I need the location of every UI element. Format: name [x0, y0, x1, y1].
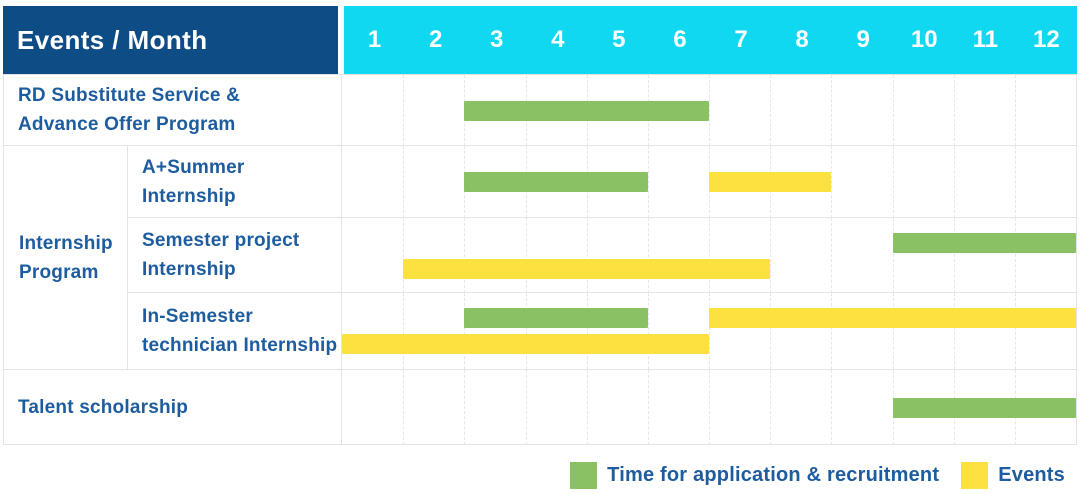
month-gridline [892, 75, 894, 146]
month-header-cell: 5 [612, 26, 626, 53]
month-gridline [709, 75, 710, 146]
row-group: Internship Program A+Summer Internship Sem… [4, 146, 1076, 370]
month-gridline [1014, 218, 1016, 293]
month-header-cell: 4 [551, 26, 565, 53]
corner-header-events-month: Events / Month [3, 6, 338, 74]
row-label: RD Substitute Service & Advance Offer Pr… [4, 75, 342, 145]
month-header-cell: 2 [428, 26, 443, 53]
row-label: In-Semester technician Internship [128, 293, 342, 369]
month-gridline [586, 370, 588, 445]
month-gridline [892, 293, 894, 369]
chart-area [342, 293, 1076, 369]
chart-area [342, 75, 1076, 146]
month-gridline [403, 146, 405, 218]
application-bar [892, 397, 1076, 418]
month-gridline [953, 146, 955, 218]
table-row: Talent scholarship [4, 370, 1076, 445]
month-gridline [831, 370, 833, 445]
month-gridline [770, 75, 772, 146]
application-bar [464, 308, 648, 328]
month-header-cell: 3 [490, 26, 504, 53]
month-gridline [831, 218, 833, 293]
month-gridline [586, 218, 588, 293]
month-gridline [770, 218, 772, 293]
events-bar [709, 172, 832, 192]
month-gridline [831, 293, 833, 369]
row-label: Semester project Internship [128, 218, 342, 292]
month-gridline [464, 370, 466, 445]
legend: Time for application & recruitment Event… [3, 462, 1077, 489]
month-gridline [709, 370, 710, 445]
month-gridline [953, 293, 955, 369]
month-header-cell: 8 [795, 26, 809, 53]
month-gridline [1014, 293, 1016, 369]
application-legend-label: Time for application & recruitment [607, 464, 940, 486]
month-gridline [647, 293, 649, 369]
month-gridline [709, 218, 710, 293]
month-header: 1 2 3 4 5 6 7 8 9 10 11 12 [344, 6, 1077, 74]
events-bar [709, 308, 1076, 328]
row-label: Talent scholarship [4, 370, 342, 444]
table-header-row: Events / Month 1 2 3 4 5 6 7 8 9 10 11 12 [3, 6, 1077, 74]
month-gridline [953, 218, 955, 293]
group-label: Internship Program [4, 146, 128, 369]
month-gridline [831, 75, 833, 146]
events-legend-label: Events [998, 464, 1065, 486]
month-gridline [770, 293, 772, 369]
month-header-cell: 6 [673, 26, 687, 53]
application-bar [892, 233, 1076, 253]
month-gridline [525, 218, 527, 293]
gantt-body: RD Substitute Service & Advance Offer Pr… [3, 74, 1077, 445]
month-gridline [647, 218, 649, 293]
month-header-cell: 9 [856, 26, 870, 53]
month-gridline [892, 218, 894, 293]
month-header-cell: 10 [910, 26, 938, 53]
table-row: Semester project Internship [128, 218, 1076, 293]
events-legend-swatch [961, 462, 989, 489]
row-label: A+Summer Internship [128, 146, 342, 217]
month-gridline [953, 75, 955, 146]
gantt-table: Events / Month 1 2 3 4 5 6 7 8 9 10 11 12 RD Substi… [3, 6, 1077, 489]
chart-area [342, 218, 1076, 293]
month-gridline [1014, 75, 1016, 146]
month-header-cell: 11 [972, 26, 998, 53]
month-gridline [586, 293, 588, 369]
chart-area [342, 146, 1076, 218]
table-row: A+Summer Internship [128, 146, 1076, 218]
month-gridline [403, 293, 405, 369]
month-header-cell: 12 [1033, 26, 1060, 53]
month-gridline [770, 370, 772, 445]
month-gridline [403, 218, 405, 293]
month-gridline [403, 75, 405, 146]
table-row: In-Semester technician Internship [128, 293, 1076, 369]
events-bar [403, 259, 771, 279]
month-gridline [892, 146, 894, 218]
month-gridline [647, 370, 649, 445]
month-gridline [464, 293, 466, 369]
month-gridline [709, 293, 710, 369]
month-header-cell: 7 [734, 26, 748, 53]
month-gridline [525, 293, 527, 369]
chart-area [342, 370, 1076, 445]
month-header-cell: 1 [367, 26, 382, 53]
table-row: RD Substitute Service & Advance Offer Pr… [4, 75, 1076, 146]
month-gridline [831, 146, 833, 218]
application-bar [464, 100, 709, 121]
application-legend-swatch [570, 462, 598, 489]
month-gridline [1014, 146, 1016, 218]
month-gridline [525, 370, 527, 445]
month-gridline [647, 146, 649, 218]
month-gridline [403, 370, 405, 445]
month-gridline [464, 218, 466, 293]
events-bar [342, 334, 709, 354]
application-bar [464, 172, 648, 192]
